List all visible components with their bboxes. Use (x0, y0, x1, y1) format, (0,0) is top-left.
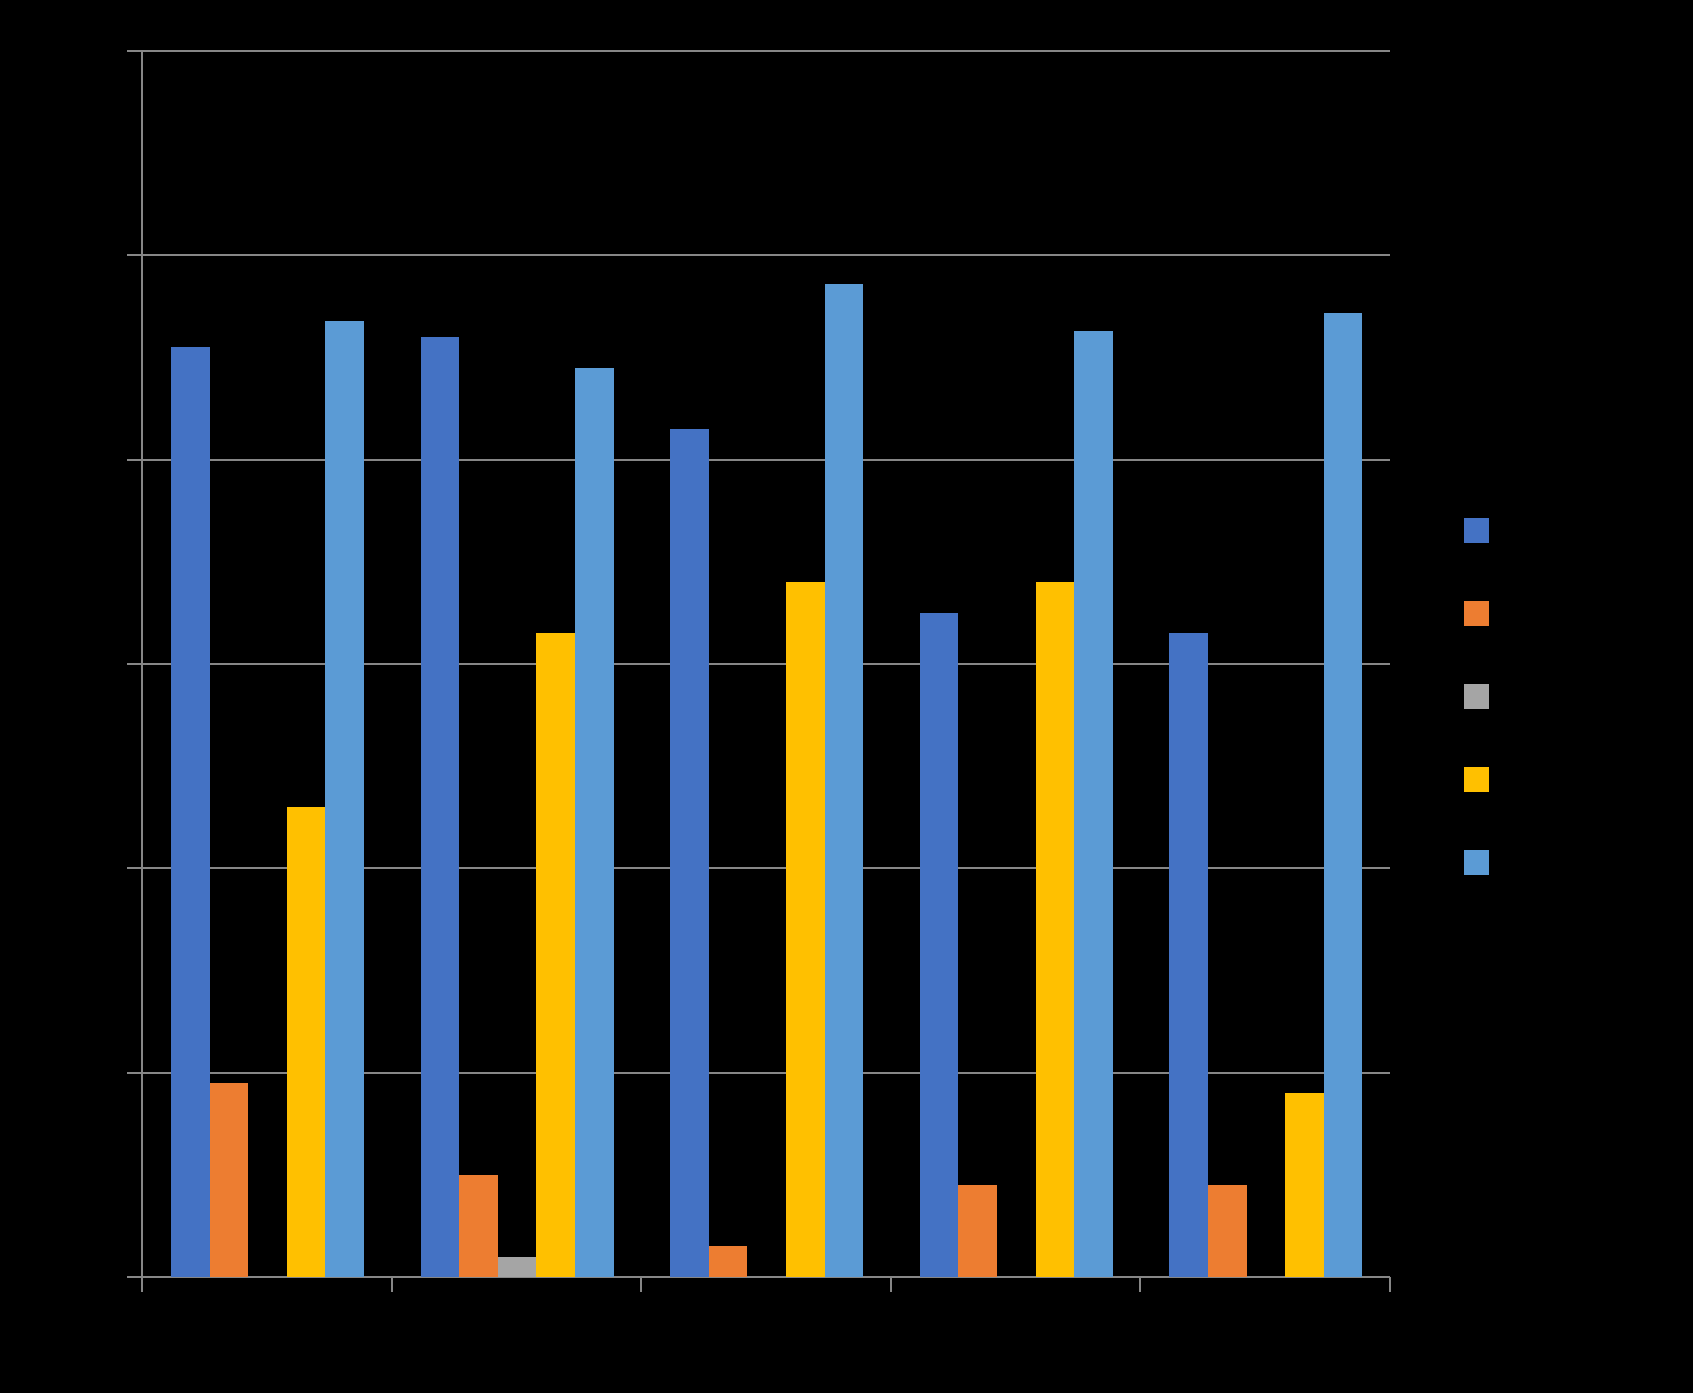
legend-swatch-blue (1464, 518, 1489, 543)
legend-swatch-yellow (1464, 767, 1489, 792)
legend-swatch-orange (1464, 601, 1489, 626)
legend-swatch-gray (1464, 684, 1489, 709)
legend (0, 0, 1693, 1393)
bar-chart (0, 0, 1693, 1393)
legend-swatch-light-blue (1464, 850, 1489, 875)
